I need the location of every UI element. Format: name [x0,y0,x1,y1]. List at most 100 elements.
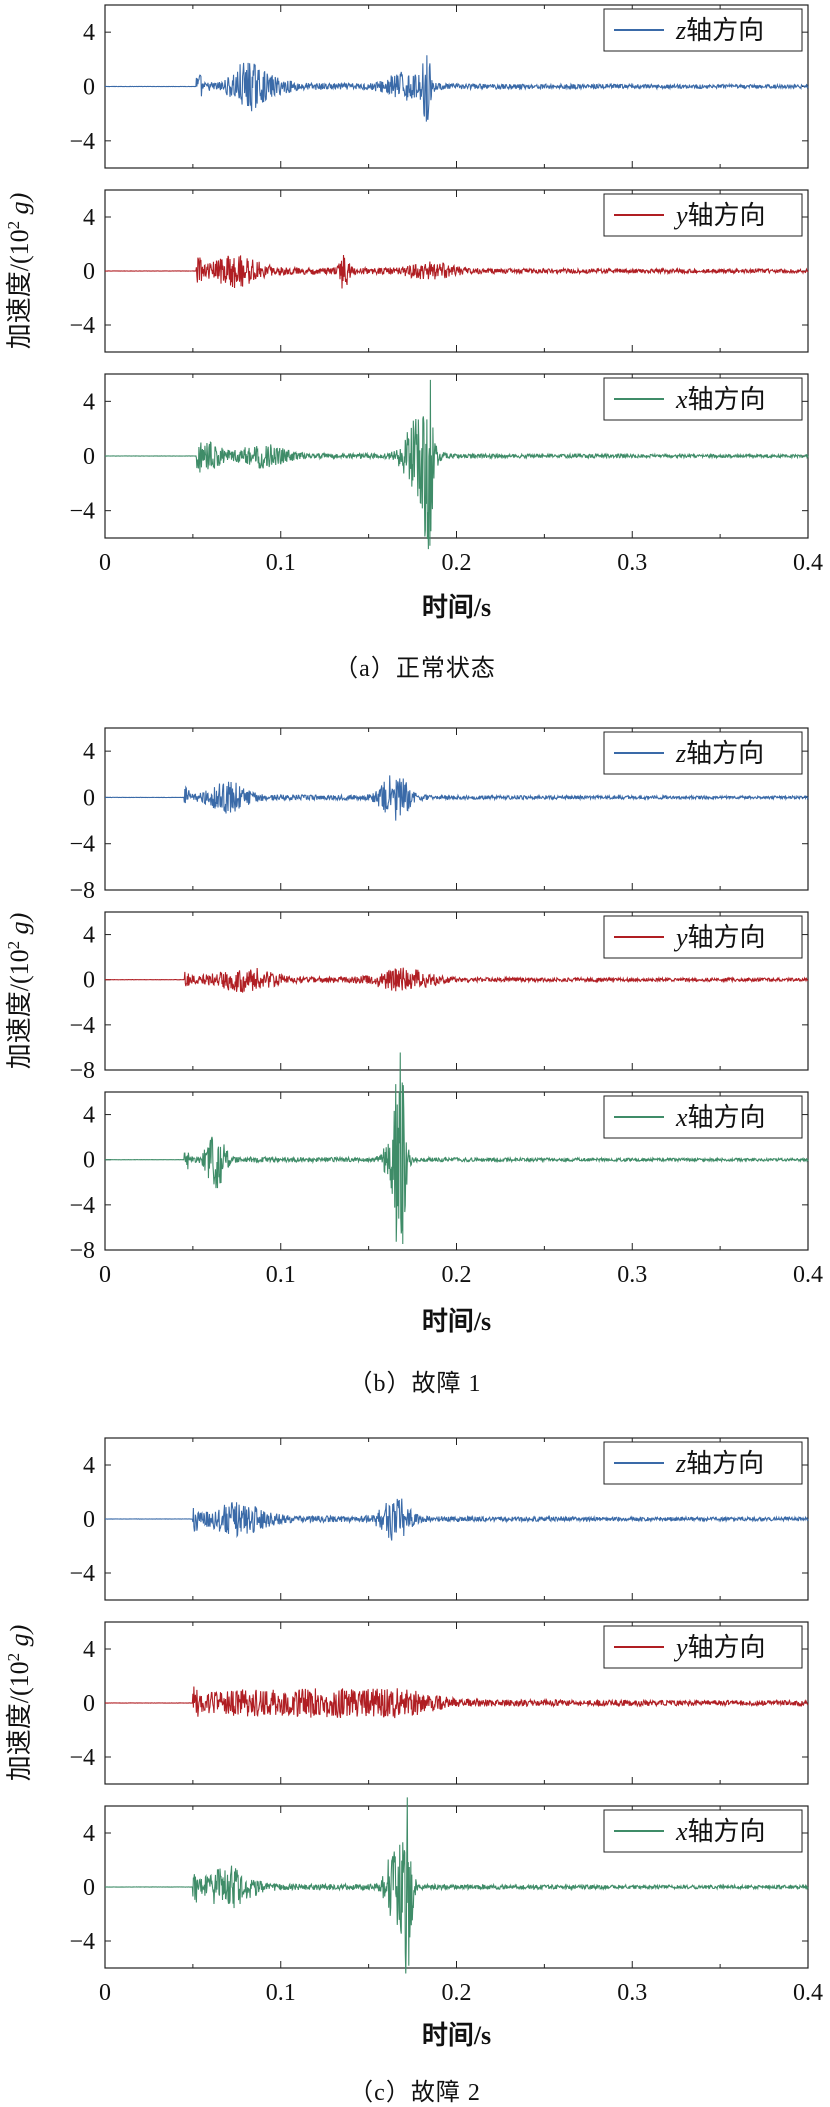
y-tick-label: −4 [69,1013,95,1039]
y-axis-label-main: 加速度/(10 [5,229,34,349]
legend-axis-text: 轴方向 [686,1449,764,1478]
series-z-line [104,1498,809,1541]
y-axis-label-sup: 2 [4,221,23,230]
y-axis-label: 加速度/(102 g) [4,913,34,1070]
legend-axis-text: 轴方向 [688,1817,766,1846]
x-axis-label: 时间/s [422,2021,491,2050]
x-tick-label: 0.3 [617,1980,647,2006]
x-tick-label: 0.4 [793,1262,823,1288]
legend-axis-letter: z [675,16,686,45]
x-tick-label: 0.3 [617,550,647,576]
y-tick-label: 4 [83,20,95,46]
x-tick-label: 0 [99,1980,111,2006]
y-tick-label: −4 [69,1193,95,1219]
y-axis-label-main: 加速度/(10 [5,949,34,1069]
legend-label: x轴方向 [675,1817,766,1846]
x-tick-label: 0.2 [442,550,472,576]
y-tick-label: 0 [83,1148,95,1174]
legend-label: z轴方向 [675,739,764,768]
x-tick-label: 0 [99,1262,111,1288]
y-tick-label: 4 [83,739,95,765]
legend-axis-text: 轴方向 [686,739,764,768]
caption-a: （a）正常状态 [334,656,496,682]
y-tick-label: −4 [69,1561,95,1587]
y-tick-label: 4 [83,1453,95,1479]
x-tick-label: 0.2 [442,1262,472,1288]
y-tick-label: 0 [83,785,95,811]
y-tick-label: −4 [69,313,95,339]
series-z-line [104,775,809,821]
series-z-line [104,55,809,122]
legend-axis-letter: y [673,201,688,230]
legend-label: y轴方向 [673,923,766,952]
x-tick-label: 0.3 [617,1262,647,1288]
x-tick-label: 0.1 [266,1980,296,2006]
caption-b: （b）故障 1 [348,1371,482,1397]
x-tick-label: 0.4 [793,1980,823,2006]
y-tick-label: 0 [83,444,95,470]
x-tick-label: 0.4 [793,550,823,576]
y-tick-label: 4 [83,1637,95,1663]
legend-axis-text: 轴方向 [686,16,764,45]
y-tick-label: 0 [83,259,95,285]
y-tick-label: 0 [83,1691,95,1717]
y-tick-label: 0 [83,75,95,101]
y-tick-label: −4 [69,1929,95,1955]
y-tick-label: −4 [69,1745,95,1771]
y-tick-label: 0 [83,968,95,994]
legend-label: z轴方向 [675,16,764,45]
legend-label: x轴方向 [675,1103,766,1132]
caption-c: （c）故障 2 [349,2080,481,2106]
series-x-line [104,1797,809,1974]
y-tick-label: −8 [69,878,95,904]
x-tick-label: 0.1 [266,550,296,576]
x-axis-label: 时间/s [422,1307,491,1336]
y-axis-label-unit: g) [5,913,34,941]
y-tick-label: −8 [69,1058,95,1084]
series-y-line [104,1686,809,1719]
series-y-line [104,255,809,289]
y-tick-label: 0 [83,1507,95,1533]
y-tick-label: 4 [83,923,95,949]
legend-axis-text: 轴方向 [688,201,766,230]
legend-axis-letter: x [675,385,688,414]
legend-axis-letter: z [675,739,686,768]
legend-axis-text: 轴方向 [688,385,766,414]
y-tick-label: 4 [83,1821,95,1847]
y-axis-label-sup: 2 [4,1653,23,1662]
legend-axis-letter: z [675,1449,686,1478]
series-y-line [104,967,809,993]
y-tick-label: −4 [69,129,95,155]
y-tick-label: −4 [69,499,95,525]
y-axis-label-main: 加速度/(10 [5,1661,34,1781]
legend-label: y轴方向 [673,201,766,230]
legend-axis-letter: y [673,923,688,952]
x-tick-label: 0 [99,550,111,576]
legend-label: y轴方向 [673,1633,766,1662]
y-axis-label-unit: g) [5,193,34,221]
y-axis-label-unit: g) [5,1625,34,1653]
series-x-line [104,1052,809,1244]
y-axis-label: 加速度/(102 g) [4,193,34,350]
legend-axis-text: 轴方向 [688,1103,766,1132]
y-tick-label: 4 [83,1103,95,1129]
y-tick-label: −8 [69,1238,95,1264]
y-axis-label-sup: 2 [4,941,23,950]
legend-axis-letter: y [673,1633,688,1662]
x-tick-label: 0.2 [442,1980,472,2006]
legend-axis-letter: x [675,1817,688,1846]
legend-axis-text: 轴方向 [688,923,766,952]
legend-axis-letter: x [675,1103,688,1132]
y-tick-label: 4 [83,389,95,415]
x-axis-label: 时间/s [422,593,491,622]
legend-label: x轴方向 [675,385,766,414]
legend-label: z轴方向 [675,1449,764,1478]
x-tick-label: 0.1 [266,1262,296,1288]
series-x-line [104,379,809,550]
y-tick-label: 0 [83,1875,95,1901]
y-tick-label: −4 [69,832,95,858]
legend-axis-text: 轴方向 [688,1633,766,1662]
y-tick-label: 4 [83,205,95,231]
y-axis-label: 加速度/(102 g) [4,1625,34,1782]
